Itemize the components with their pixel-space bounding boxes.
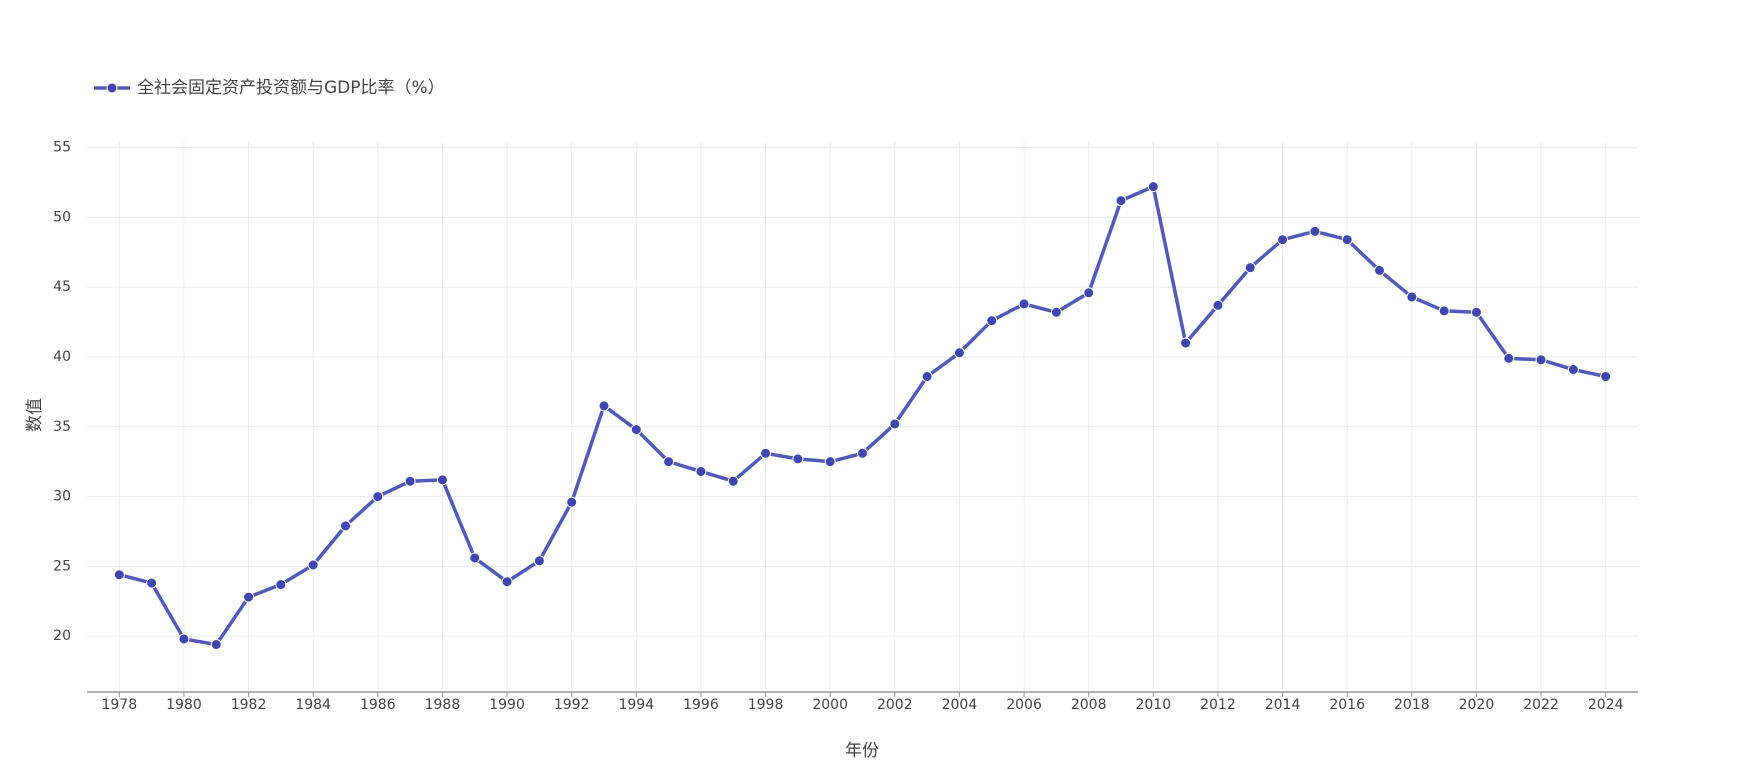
legend-marker bbox=[106, 82, 118, 94]
legend-label: 全社会固定资产投资额与GDP比率（%） bbox=[137, 78, 445, 98]
data-point bbox=[275, 579, 287, 591]
y-tick-label: 50 bbox=[53, 209, 71, 225]
y-tick-label: 40 bbox=[53, 349, 71, 365]
data-point bbox=[921, 371, 933, 383]
data-point bbox=[1147, 181, 1159, 193]
x-tick-label: 1988 bbox=[425, 697, 461, 713]
data-point bbox=[469, 552, 481, 564]
data-point bbox=[1050, 306, 1062, 318]
x-tick-label: 2002 bbox=[877, 697, 913, 713]
data-point bbox=[243, 591, 255, 603]
data-point bbox=[630, 424, 642, 436]
data-point bbox=[113, 569, 125, 581]
x-tick-label: 2010 bbox=[1135, 697, 1171, 713]
x-tick-label: 2000 bbox=[812, 697, 848, 713]
data-point bbox=[1212, 299, 1224, 311]
data-point bbox=[663, 456, 675, 468]
data-point bbox=[1115, 195, 1127, 207]
data-point bbox=[340, 520, 351, 532]
x-tick-label: 1990 bbox=[489, 697, 525, 713]
data-point bbox=[1180, 337, 1192, 349]
data-point bbox=[953, 347, 965, 359]
x-tick-label: 2004 bbox=[942, 697, 978, 713]
y-tick-label: 20 bbox=[53, 628, 71, 644]
data-point bbox=[727, 475, 739, 487]
x-tick-label: 2012 bbox=[1200, 697, 1236, 713]
data-point bbox=[404, 475, 416, 487]
x-tick-label: 2018 bbox=[1394, 697, 1430, 713]
data-point bbox=[824, 456, 836, 468]
data-point bbox=[598, 400, 610, 412]
data-point bbox=[533, 555, 545, 567]
data-point bbox=[1600, 371, 1612, 383]
data-point bbox=[1567, 364, 1579, 376]
data-point bbox=[1277, 234, 1289, 246]
data-point bbox=[986, 315, 998, 327]
data-point bbox=[146, 577, 158, 589]
data-point bbox=[566, 496, 578, 508]
data-point bbox=[1503, 352, 1515, 364]
x-tick-label: 2022 bbox=[1523, 697, 1559, 713]
data-point bbox=[1470, 306, 1482, 318]
y-tick-label: 25 bbox=[53, 558, 71, 574]
data-point bbox=[695, 465, 707, 477]
data-point bbox=[307, 559, 319, 571]
x-tick-label: 1980 bbox=[166, 697, 202, 713]
x-tick-label: 1996 bbox=[683, 697, 719, 713]
data-point bbox=[1438, 305, 1450, 317]
y-tick-label: 55 bbox=[53, 140, 71, 156]
data-point bbox=[1535, 354, 1547, 366]
data-point bbox=[501, 576, 513, 588]
data-point bbox=[1406, 291, 1418, 303]
data-point bbox=[889, 418, 901, 430]
y-axis-title: 数值 bbox=[25, 398, 45, 432]
x-tick-label: 1982 bbox=[231, 697, 267, 713]
data-point bbox=[1341, 234, 1353, 246]
data-point bbox=[1083, 287, 1095, 299]
x-tick-label: 1992 bbox=[554, 697, 590, 713]
data-point bbox=[436, 474, 448, 486]
data-point bbox=[1018, 298, 1030, 310]
data-point bbox=[1244, 262, 1256, 274]
y-tick-label: 45 bbox=[53, 279, 71, 295]
y-tick-label: 30 bbox=[53, 489, 71, 505]
x-tick-label: 1998 bbox=[748, 697, 784, 713]
data-point bbox=[760, 447, 772, 459]
x-tick-label: 2014 bbox=[1265, 697, 1301, 713]
x-tick-label: 2008 bbox=[1071, 697, 1107, 713]
data-point bbox=[1374, 264, 1385, 276]
x-tick-label: 1994 bbox=[618, 697, 654, 713]
data-point bbox=[857, 447, 868, 459]
x-tick-label: 1978 bbox=[101, 697, 137, 713]
x-tick-label: 2024 bbox=[1588, 697, 1624, 713]
x-tick-label: 2006 bbox=[1006, 697, 1042, 713]
x-tick-label: 2020 bbox=[1459, 697, 1495, 713]
data-point bbox=[792, 453, 804, 465]
series-line bbox=[118, 184, 1607, 647]
x-tick-label: 1984 bbox=[295, 697, 331, 713]
data-point bbox=[210, 639, 222, 651]
data-point bbox=[372, 491, 384, 503]
x-axis-title: 年份 bbox=[845, 741, 879, 761]
data-point bbox=[1309, 225, 1321, 237]
data-point bbox=[178, 633, 190, 645]
y-tick-label: 35 bbox=[53, 419, 71, 435]
x-tick-label: 2016 bbox=[1329, 697, 1365, 713]
x-tick-label: 1986 bbox=[360, 697, 396, 713]
